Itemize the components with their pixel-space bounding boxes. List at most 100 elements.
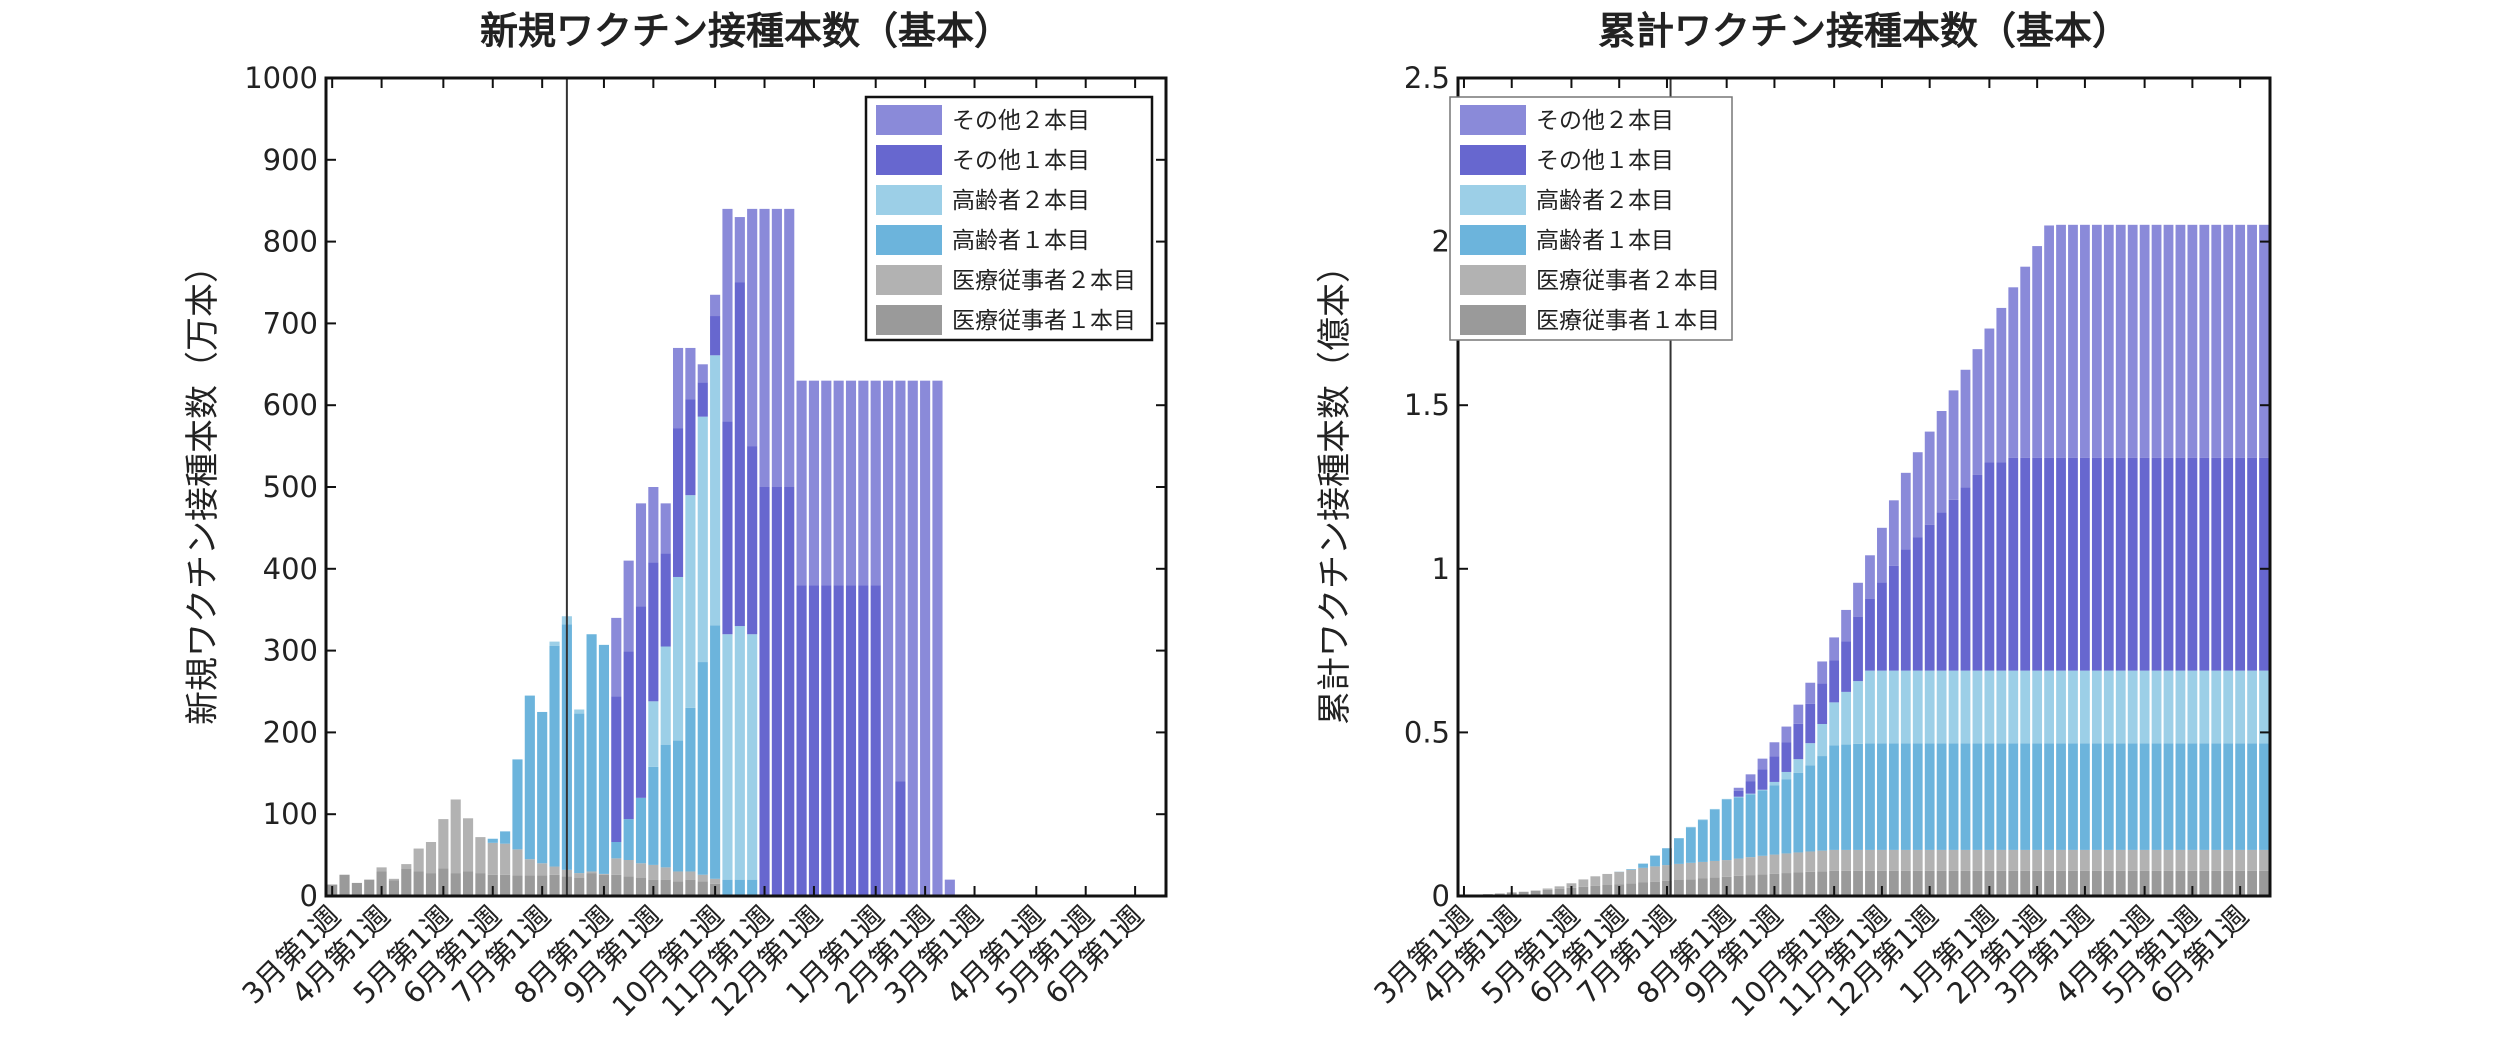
bar-segment: [376, 871, 387, 896]
bar-segment: [2223, 224, 2234, 458]
bar-segment: [2163, 224, 2174, 458]
bar-segment: [2056, 224, 2066, 458]
bar-segment: [858, 585, 869, 896]
bar-segment: [1745, 794, 1756, 858]
bar-segment: [524, 859, 535, 876]
bar-segment: [425, 873, 437, 896]
bar-segment: [697, 364, 708, 383]
bar-segment: [2068, 457, 2078, 671]
bar-segment: [1984, 849, 1995, 871]
bar-segment: [2008, 849, 2019, 871]
bar-segment: [500, 831, 511, 844]
bar-segment: [1829, 870, 1840, 896]
bar-segment: [2235, 870, 2246, 896]
bar-segment: [1829, 849, 1840, 871]
bar-segment: [1590, 885, 1601, 896]
legend-swatch: [1460, 305, 1526, 335]
bar-segment: [1674, 838, 1684, 864]
bar-segment: [1829, 660, 1840, 703]
bar-segment: [1650, 866, 1660, 882]
bar-segment: [574, 878, 585, 896]
bar-segment: [685, 495, 696, 708]
bar-segment: [1781, 726, 1792, 743]
bar-segment: [1733, 790, 1744, 797]
bar-segment: [808, 585, 820, 896]
bar-segment: [2175, 743, 2186, 850]
y-tick-label: 1000: [244, 61, 318, 95]
bar-segment: [1685, 879, 1696, 896]
bar-segment: [635, 503, 647, 607]
bar-segment: [1853, 616, 1863, 682]
y-tick-label: 0: [1432, 879, 1450, 913]
bar-segment: [2020, 870, 2031, 896]
bar-segment: [845, 380, 857, 586]
legend-label: 高齢者１本目: [952, 228, 1090, 254]
bar-segment: [2115, 670, 2126, 744]
bar-segment: [710, 294, 721, 317]
bar-segment: [2044, 870, 2054, 896]
bar-segment: [1841, 744, 1851, 850]
legend-label: 医療従事者２本目: [1536, 268, 1720, 294]
bar-segment: [623, 651, 634, 820]
bar-segment: [660, 879, 671, 896]
bar-segment: [1829, 702, 1840, 746]
bar-segment: [2080, 743, 2090, 850]
bar-segment: [1662, 865, 1672, 881]
bar-segment: [895, 781, 906, 896]
bar-segment: [672, 576, 684, 741]
bar-segment: [1984, 670, 1995, 744]
bar-segment: [1769, 854, 1780, 874]
bar-segment: [2020, 743, 2031, 850]
legend-swatch: [876, 225, 942, 255]
bar-segment: [1626, 869, 1637, 884]
bar-segment: [635, 797, 647, 864]
bar-segment: [1865, 743, 1875, 850]
bar-segment: [598, 644, 610, 874]
bar-segment: [648, 766, 659, 865]
bar-segment: [648, 701, 659, 767]
bar-segment: [2259, 870, 2269, 896]
bar-segment: [2020, 457, 2031, 671]
bar-segment: [1984, 743, 1995, 850]
bar-segment: [1697, 819, 1708, 821]
bar-segment: [2187, 670, 2198, 744]
bar-segment: [1817, 756, 1828, 851]
bar-segment: [1674, 879, 1684, 896]
bar-segment: [1912, 537, 1923, 671]
legend-label: その他２本目: [1536, 108, 1674, 134]
legend-label: 高齢者１本目: [1536, 228, 1674, 254]
bar-segment: [1865, 870, 1875, 896]
bar-segment: [1745, 857, 1756, 876]
bar-segment: [648, 562, 659, 702]
bar-segment: [1936, 870, 1947, 896]
bar-segment: [722, 879, 733, 896]
bar-segment: [1829, 637, 1840, 661]
bar-segment: [1638, 882, 1648, 896]
bar-segment: [685, 879, 696, 896]
bar-segment: [2211, 457, 2222, 671]
bar-segment: [2044, 670, 2054, 744]
bar-segment: [722, 208, 733, 422]
bar-segment: [1984, 462, 1995, 671]
y-tick-label: 100: [263, 797, 318, 831]
bar-segment: [1877, 670, 1887, 744]
bar-segment: [611, 696, 622, 843]
legend-swatch: [1460, 185, 1526, 215]
legend-swatch: [1460, 105, 1526, 135]
bar-segment: [2139, 224, 2150, 458]
legend-swatch: [876, 105, 942, 135]
bar-segment: [734, 626, 745, 880]
bar-segment: [710, 355, 721, 626]
bar-segment: [1757, 790, 1768, 856]
bar-segment: [2235, 743, 2246, 850]
bar-segment: [1936, 849, 1947, 871]
bar-segment: [2032, 849, 2043, 871]
bar-segment: [1817, 661, 1828, 684]
bar-segment: [1912, 452, 1923, 538]
bar-segment: [1793, 723, 1804, 760]
bar-segment: [2235, 849, 2246, 871]
legend-label: 高齢者２本目: [952, 188, 1090, 214]
bar-segment: [685, 399, 696, 496]
bar-segment: [487, 838, 498, 843]
bar-segment: [2163, 670, 2174, 744]
